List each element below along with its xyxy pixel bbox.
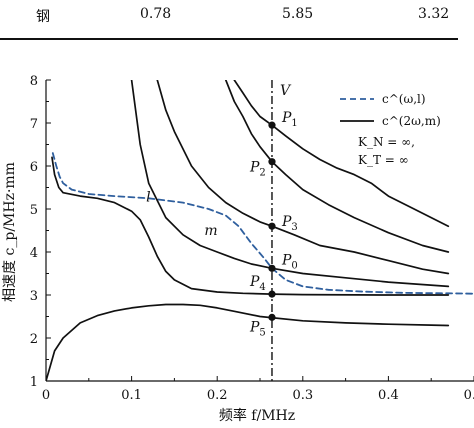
series-line-mode3	[130, 80, 450, 288]
y-tick-label: 3	[30, 289, 38, 304]
legend-label: c^(2ω,m)	[382, 114, 441, 128]
y-tick-label: 2	[30, 332, 38, 347]
table-cell-value-2: 5.85	[282, 6, 314, 22]
y-axis-title: 相速度 c_p/MHz·mm	[2, 162, 18, 302]
curve-label-l: l	[146, 189, 150, 205]
point-label-p4: P4	[249, 274, 266, 293]
curve-label-m: m	[204, 223, 217, 239]
point-p0	[268, 264, 276, 272]
axes-frame: 0 0.1 0.2 0.3 0.4 0.5 1 2 3 4 5 6 7 8	[30, 74, 474, 403]
y-tick-label: 5	[30, 203, 38, 218]
point-label-p2: P2	[249, 160, 266, 179]
x-tick-label: 0.2	[207, 388, 228, 403]
point-label-p0: P0	[281, 252, 298, 271]
point-label-p1: P1	[281, 110, 298, 129]
point-p5	[268, 313, 276, 321]
series-layer	[46, 80, 474, 381]
y-tick-label: 8	[30, 74, 38, 89]
series-line-mode6	[233, 80, 450, 228]
point-p2	[268, 158, 276, 166]
y-tick-label: 6	[30, 160, 38, 175]
x-tick-label: 0.3	[292, 388, 313, 403]
table-bottom-rule	[0, 38, 458, 40]
table-cell-material: 钢	[36, 9, 50, 25]
series-line-mode4	[156, 80, 450, 275]
x-tick-label: 0.5	[464, 388, 474, 403]
series-line-cl	[51, 152, 474, 295]
table-cell-value-3: 3.32	[418, 6, 450, 22]
vertical-line-label: V	[280, 83, 292, 99]
y-tick-label: 4	[30, 246, 38, 261]
series-line-mode1	[46, 303, 450, 381]
legend-condition: K_T = ∞	[358, 153, 409, 167]
table-fragment-row: 钢 0.78 5.85 3.32	[0, 0, 474, 32]
series-line-mode2	[51, 156, 450, 296]
table-cell-value-1: 0.78	[140, 6, 172, 22]
point-label-p5: P5	[249, 319, 266, 338]
legend-condition: K_N = ∞,	[358, 135, 415, 149]
point-p4	[268, 290, 276, 298]
x-axis-title: 频率 f/MHz	[219, 407, 295, 424]
y-tick-label: 1	[30, 375, 38, 390]
legend-label: c^(ω,l)	[382, 92, 426, 106]
x-tick-label: 0.1	[121, 388, 142, 403]
point-p3	[268, 222, 276, 230]
x-tick-label: 0.4	[378, 388, 399, 403]
x-tick-label: 0	[42, 388, 50, 403]
point-p1	[268, 121, 276, 129]
series-line-mode5	[224, 80, 450, 253]
y-tick-label: 7	[30, 117, 38, 132]
